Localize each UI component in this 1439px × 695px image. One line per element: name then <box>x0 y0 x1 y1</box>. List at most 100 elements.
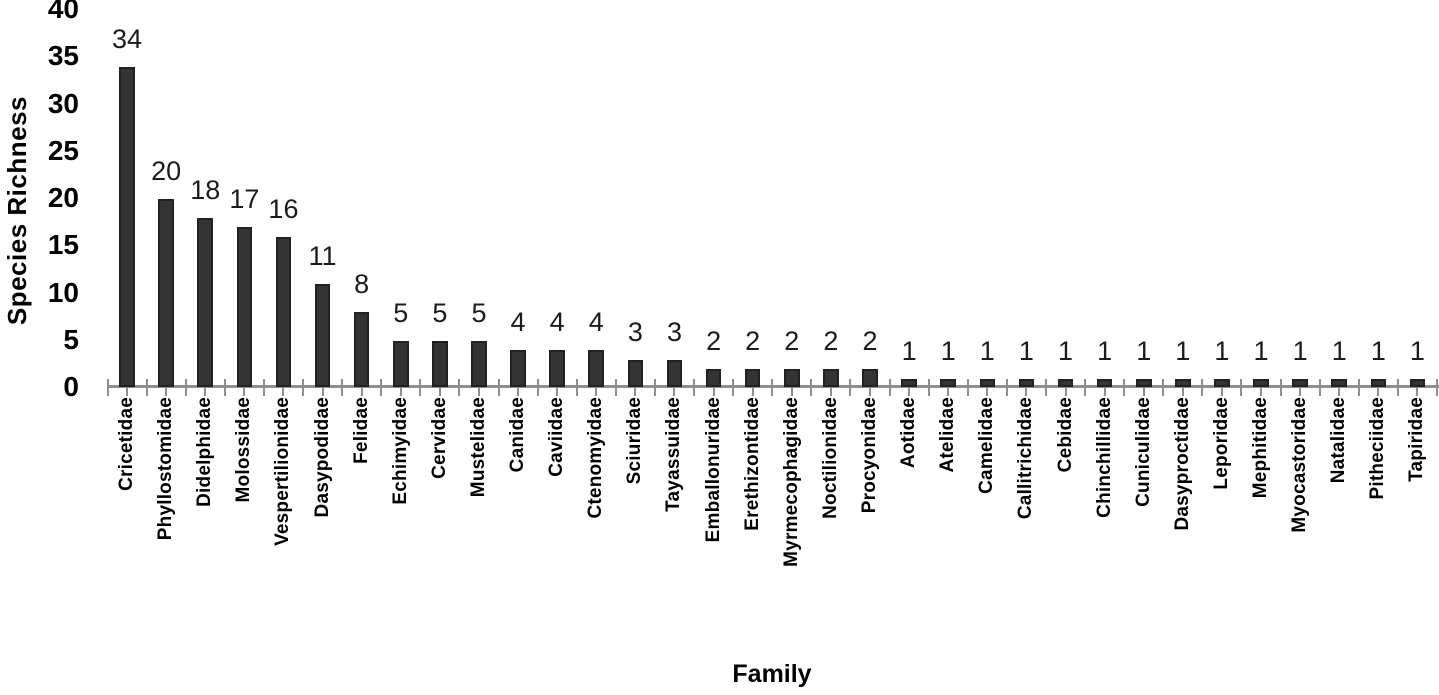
x-axis-tick <box>790 378 793 396</box>
bar-value-label: 1 <box>1175 335 1191 366</box>
bar-value-label: 5 <box>432 297 448 328</box>
bar-value-label: 2 <box>745 326 761 357</box>
x-axis-tick <box>1260 378 1263 396</box>
x-axis-tick <box>282 378 285 396</box>
x-axis-category-label: Pitheciidae <box>1367 397 1389 500</box>
x-axis-category-label: Aotidae <box>898 397 920 469</box>
x-axis-tick <box>1064 378 1067 396</box>
bar <box>432 340 448 387</box>
bar-value-label: 2 <box>706 326 722 357</box>
x-axis-tick <box>673 378 676 396</box>
x-axis-tick <box>849 378 852 396</box>
bar <box>744 369 761 387</box>
bar <box>979 378 996 387</box>
x-axis-tick <box>380 378 383 396</box>
y-axis-tick-label: 40 <box>47 0 79 24</box>
bar <box>471 340 487 387</box>
x-axis-category-label: Dasypodidae <box>311 397 333 518</box>
bar <box>314 284 331 387</box>
bar <box>119 66 135 387</box>
x-axis-tick <box>810 378 813 396</box>
bar-value-label: 11 <box>308 241 337 272</box>
bar <box>940 378 956 387</box>
x-axis-tick <box>438 378 441 396</box>
x-axis-tick <box>966 378 969 396</box>
bar <box>549 350 565 387</box>
bar-value-label: 4 <box>549 307 565 338</box>
x-axis-tick <box>869 378 871 396</box>
x-axis-category-label: Dasyproctidae <box>1171 397 1193 531</box>
x-axis-tick <box>771 378 774 396</box>
bar-value-label: 3 <box>627 316 643 347</box>
bar-value-label: 2 <box>784 326 800 357</box>
bar <box>705 369 722 387</box>
bar <box>353 312 370 387</box>
x-axis-category-label: Atelidae <box>937 397 959 473</box>
x-axis-category-label: Tapiridae <box>1406 397 1428 482</box>
x-axis-category-label: Camelidae <box>976 397 998 494</box>
x-axis-category-label: Cuniculidae <box>1132 397 1154 507</box>
y-axis-tick-label: 20 <box>47 182 79 213</box>
x-axis-category-label: Caviidae <box>546 397 568 477</box>
bar <box>823 369 839 387</box>
bar <box>510 350 526 387</box>
bar-value-label: 16 <box>268 193 299 224</box>
bar <box>862 369 878 387</box>
x-axis-category-label: Callitrichidae <box>1015 397 1037 520</box>
x-axis-category-label: Erethizontidae <box>741 397 763 531</box>
bar <box>1331 378 1348 387</box>
x-axis-category-label: Molossidae <box>233 397 255 503</box>
x-axis-tick <box>262 378 265 396</box>
x-axis-tick <box>947 378 950 396</box>
bar <box>158 199 174 387</box>
x-axis-tick <box>693 378 696 396</box>
x-axis-tick <box>126 378 129 396</box>
y-axis-tick-label: 30 <box>47 87 79 119</box>
bar-value-label: 1 <box>1058 335 1074 366</box>
bar-value-label: 1 <box>979 335 995 366</box>
x-axis-category-label: Myocastoridae <box>1289 397 1311 533</box>
x-axis-category-label: Ctenomyidae <box>585 397 607 519</box>
bar <box>1409 378 1426 387</box>
x-axis-tick <box>106 378 109 396</box>
x-axis-tick <box>1416 378 1419 396</box>
y-axis-tick-label: 5 <box>63 323 79 355</box>
x-axis-category-label: Noctilionidae <box>819 397 841 519</box>
x-axis-category-label: Echimyidae <box>389 397 411 505</box>
x-axis-tick <box>517 378 520 396</box>
x-axis-category-label: Sciuridae <box>624 397 646 485</box>
x-axis-tick <box>1005 378 1008 396</box>
x-axis-category-label: Didelphidae <box>194 397 216 507</box>
x-axis-category-label: Procyonidae <box>859 397 880 514</box>
x-axis-tick <box>458 378 461 396</box>
x-axis-title: Family <box>732 660 812 688</box>
x-axis-category-label: Canidae <box>507 397 529 473</box>
bar <box>784 369 800 387</box>
x-axis-tick <box>1123 378 1126 396</box>
bar-value-label: 4 <box>510 307 526 338</box>
bar-value-label: 1 <box>1214 335 1230 366</box>
bar-value-label: 2 <box>823 326 839 357</box>
bar-value-label: 20 <box>151 156 182 186</box>
bar-value-label: 1 <box>1097 335 1113 366</box>
x-axis-tick <box>497 378 500 396</box>
bar-value-label: 1 <box>940 335 956 366</box>
x-axis-tick <box>1142 378 1145 396</box>
x-axis-tick <box>595 378 598 396</box>
bar <box>1057 378 1074 387</box>
x-axis-tick <box>1357 378 1360 396</box>
bar-value-label: 1 <box>1409 335 1425 366</box>
x-axis-tick <box>908 378 911 396</box>
bar-value-label: 18 <box>190 174 221 205</box>
bar <box>392 340 409 387</box>
x-axis-category-label: Mustelidae <box>467 397 489 498</box>
bar <box>1096 378 1113 387</box>
x-axis-tick <box>575 378 578 396</box>
x-axis-tick <box>1044 378 1047 396</box>
x-axis-tick <box>1240 378 1243 396</box>
bar <box>588 350 605 387</box>
x-axis-category-label: Tayassuidae <box>663 397 685 512</box>
x-axis-tick <box>1162 378 1165 396</box>
x-axis-tick <box>751 378 754 396</box>
